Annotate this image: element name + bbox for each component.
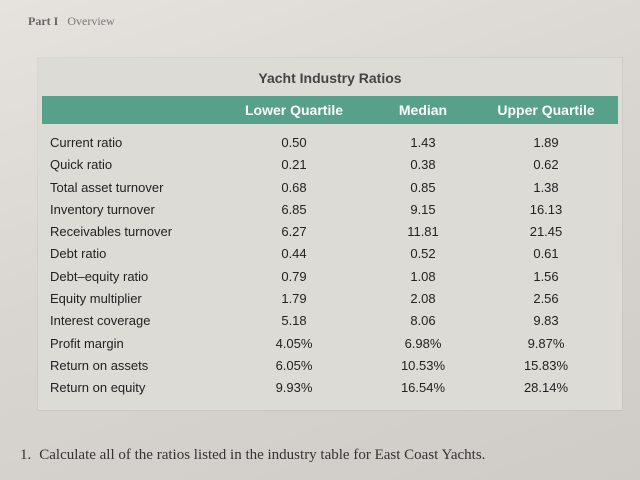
running-head: Part I Overview bbox=[28, 14, 115, 29]
table-row: Quick ratio 0.21 0.38 0.62 bbox=[38, 154, 622, 176]
row-label: Current ratio bbox=[50, 135, 123, 150]
cell-upper-quartile: 0.61 bbox=[533, 246, 559, 262]
table-row: Equity multiplier 1.79 2.08 2.56 bbox=[38, 288, 622, 310]
cell-upper-quartile: 9.83 bbox=[533, 313, 559, 329]
cell-lower-quartile: 0.21 bbox=[281, 157, 307, 173]
row-label: Quick ratio bbox=[50, 157, 113, 173]
cell-lower-quartile: 0.79 bbox=[281, 268, 307, 284]
row-label: Profit margin bbox=[50, 335, 124, 351]
table-title: Yacht Industry Ratios bbox=[258, 70, 402, 86]
table-row: Profit margin 4.05% 6.98% 9.87% bbox=[38, 333, 622, 355]
column-header-lower-quartile: Lower Quartile bbox=[244, 102, 344, 118]
table-row: Debt–equity ratio 0.79 1.08 1.56 bbox=[38, 266, 622, 288]
table-row: Return on equity 9.93% 16.54% 28.14% bbox=[38, 377, 622, 399]
cell-lower-quartile: 5.18 bbox=[281, 313, 307, 329]
row-label: Equity multiplier bbox=[50, 291, 142, 307]
table-row: Debt ratio 0.44 0.52 0.61 bbox=[38, 243, 622, 265]
row-label: Debt–equity ratio bbox=[50, 268, 149, 284]
cell-median: 0.85 bbox=[410, 179, 436, 195]
row-label: Receivables turnover bbox=[50, 224, 173, 240]
section-label: Overview bbox=[67, 14, 115, 28]
table-row: Total asset turnover 0.68 0.85 1.38 bbox=[38, 177, 622, 199]
question-text: Calculate all of the ratios listed in th… bbox=[39, 447, 486, 463]
cell-lower-quartile: 0.50 bbox=[281, 135, 307, 150]
part-label: Part I bbox=[28, 14, 59, 28]
cell-upper-quartile: 0.62 bbox=[533, 157, 559, 173]
cell-upper-quartile: 28.14% bbox=[523, 380, 569, 396]
column-header-upper-quartile: Upper Quartile bbox=[497, 102, 595, 118]
cell-median: 16.54% bbox=[400, 380, 446, 396]
row-label: Return on assets bbox=[50, 357, 149, 373]
cell-median: 1.43 bbox=[410, 135, 436, 150]
question-number: 1. bbox=[20, 447, 32, 463]
cell-lower-quartile: 1.79 bbox=[281, 291, 307, 307]
cell-median: 0.38 bbox=[410, 157, 436, 173]
row-label: Total asset turnover bbox=[50, 179, 164, 195]
table-row: Inventory turnover 6.85 9.15 16.13 bbox=[38, 199, 622, 221]
row-label: Debt ratio bbox=[50, 246, 107, 262]
cell-lower-quartile: 0.44 bbox=[281, 246, 307, 262]
cell-upper-quartile: 2.56 bbox=[533, 291, 559, 307]
table-header-row: Lower Quartile Median Upper Quartile bbox=[42, 96, 618, 124]
table-body: Current ratio 0.50 1.43 1.89 Quick ratio 0.21… bbox=[38, 132, 622, 400]
table-row: Interest coverage 5.18 8.06 9.83 bbox=[38, 310, 622, 332]
cell-lower-quartile: 4.05% bbox=[275, 335, 313, 351]
cell-upper-quartile: 1.89 bbox=[533, 135, 559, 150]
cell-median: 6.98% bbox=[404, 335, 442, 351]
ratios-table: Yacht Industry Ratios Lower Quartile Med… bbox=[38, 58, 622, 410]
cell-median: 9.15 bbox=[410, 201, 436, 217]
cell-upper-quartile: 9.87% bbox=[527, 335, 565, 351]
cell-median: 0.52 bbox=[410, 246, 436, 262]
row-label: Interest coverage bbox=[50, 313, 151, 329]
cell-lower-quartile: 6.85 bbox=[281, 201, 307, 217]
cell-upper-quartile: 1.56 bbox=[533, 268, 559, 284]
cell-upper-quartile: 1.38 bbox=[533, 179, 559, 195]
cell-lower-quartile: 9.93% bbox=[275, 380, 313, 396]
cell-upper-quartile: 15.83% bbox=[523, 357, 569, 373]
row-label: Inventory turnover bbox=[50, 201, 155, 217]
cell-median: 1.08 bbox=[410, 268, 436, 284]
table-row: Return on assets 6.05% 10.53% 15.83% bbox=[38, 355, 622, 377]
table-row: Receivables turnover 6.27 11.81 21.45 bbox=[38, 221, 622, 243]
cell-lower-quartile: 6.05% bbox=[275, 357, 313, 373]
table-row: Current ratio 0.50 1.43 1.89 bbox=[38, 132, 622, 154]
row-label: Return on equity bbox=[50, 380, 146, 396]
question: 1. Calculate all of the ratios listed in … bbox=[20, 447, 620, 464]
cell-upper-quartile: 21.45 bbox=[529, 224, 563, 240]
cell-median: 2.08 bbox=[410, 291, 436, 307]
cell-upper-quartile: 16.13 bbox=[529, 201, 563, 217]
cell-lower-quartile: 6.27 bbox=[281, 224, 307, 240]
cell-median: 11.81 bbox=[407, 224, 439, 240]
cell-median: 10.53% bbox=[400, 357, 446, 373]
column-header-median: Median bbox=[398, 102, 448, 118]
cell-median: 8.06 bbox=[410, 313, 436, 329]
cell-lower-quartile: 0.68 bbox=[281, 179, 307, 195]
